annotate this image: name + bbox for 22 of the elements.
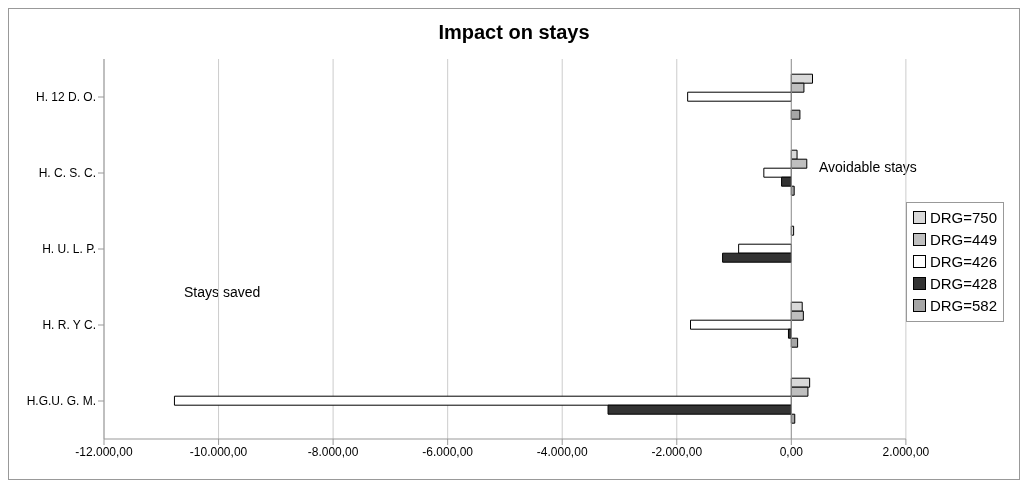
x-tick-label: 2.000,00: [882, 444, 930, 459]
y-tick-label: H. U. L. P.: [42, 242, 96, 257]
legend-label: DRG=426: [929, 251, 997, 272]
bar: [790, 109, 801, 120]
legend-label: DRG=582: [929, 295, 997, 316]
x-tick-label: -4.000,00: [536, 444, 588, 459]
x-tick-label: -8.000,00: [307, 444, 359, 459]
x-tick-label: -2.000,00: [651, 444, 703, 459]
y-tick-label: H. R. Y C.: [42, 318, 96, 333]
y-tick-label: H. C. S. C.: [38, 166, 96, 181]
annotation: Avoidable stays: [819, 159, 917, 175]
x-tick-label: 0,00: [779, 444, 804, 459]
x-tick-label: -6.000,00: [422, 444, 474, 459]
legend-label: DRG=428: [929, 273, 997, 294]
legend-label: DRG=750: [929, 207, 997, 228]
annotation: Stays saved: [184, 284, 261, 300]
y-tick-label: H. 12 D. O.: [35, 90, 96, 105]
x-tick-label: -10.000,00: [189, 444, 248, 459]
chart-title: Impact on stays: [437, 21, 591, 45]
legend-label: DRG=449: [929, 229, 997, 250]
x-tick-label: -12.000,00: [75, 444, 134, 459]
y-tick-label: H.G.U. G. M.: [26, 394, 96, 409]
